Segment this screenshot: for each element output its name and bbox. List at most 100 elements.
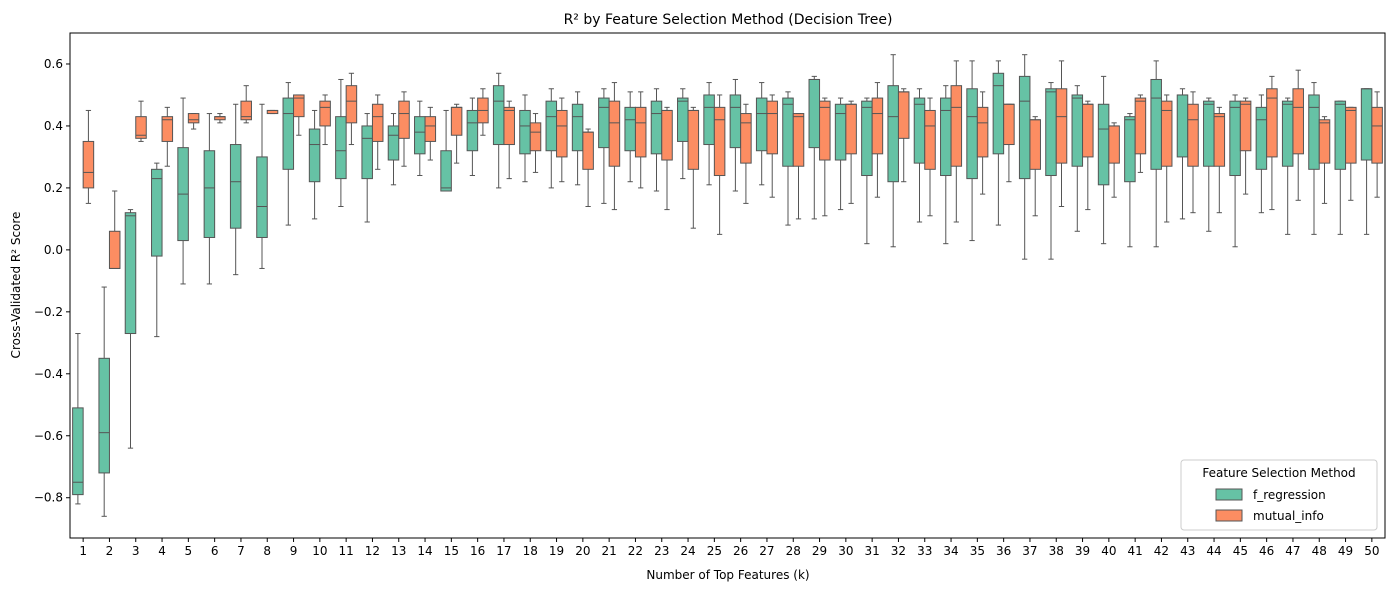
x-tick-label: 9: [290, 544, 298, 558]
box-mutual-info-k49: [1345, 106, 1357, 201]
box-f-regression-k35: [966, 60, 978, 242]
x-tick-label: 40: [1101, 544, 1116, 558]
box-body: [529, 122, 542, 152]
chart-title: R² by Feature Selection Method (Decision…: [564, 12, 893, 28]
box-body: [650, 100, 663, 155]
x-tick-label: 14: [417, 544, 432, 558]
legend-label-f-regression: f_regression: [1253, 488, 1326, 502]
x-tick-label: 42: [1154, 544, 1169, 558]
box-body: [1097, 103, 1110, 186]
y-tick-label: 0.6: [44, 57, 63, 71]
x-tick-label: 5: [185, 544, 193, 558]
box-mutual-info-k1: [82, 109, 95, 204]
box-mutual-info-k15: [450, 103, 463, 164]
box-f-regression-k3: [124, 209, 137, 449]
box-body: [492, 85, 505, 146]
box-body: [450, 106, 463, 136]
y-tick-label: 0.0: [44, 243, 63, 257]
box-mutual-info-k26: [740, 103, 752, 204]
box-body: [661, 109, 673, 161]
x-tick-label: 28: [786, 544, 801, 558]
box-f-regression-k38: [1045, 82, 1057, 260]
box-body: [808, 78, 821, 149]
box-body: [1255, 106, 1268, 170]
box-f-regression-k34: [940, 85, 952, 245]
box-body: [766, 100, 778, 155]
x-axis-label: Number of Top Features (k): [646, 568, 809, 582]
x-tick-label: 6: [211, 544, 219, 558]
box-body: [424, 116, 437, 142]
x-tick-label: 43: [1180, 544, 1195, 558]
box-body: [545, 100, 558, 152]
x-tick-label: 3: [132, 544, 140, 558]
x-tick-label: 32: [891, 544, 906, 558]
x-tick-label: 12: [365, 544, 380, 558]
box-mutual-info-k5: [187, 113, 200, 130]
box-body: [1292, 88, 1304, 155]
box-body: [124, 212, 137, 335]
x-tick-label: 26: [733, 544, 748, 558]
x-tick-label: 4: [158, 544, 166, 558]
box-mutual-info-k8: [266, 109, 279, 115]
box-mutual-info-k14: [424, 106, 437, 161]
box-body: [834, 103, 847, 161]
x-tick-label: 25: [707, 544, 722, 558]
box-mutual-info-k37: [1029, 116, 1041, 217]
box-f-regression-k14: [414, 100, 426, 177]
x-tick-label: 2: [106, 544, 114, 558]
box-mutual-info-k38: [1055, 60, 1068, 207]
box-mutual-info-k7: [240, 85, 252, 124]
box-body: [1108, 125, 1120, 164]
box-body: [861, 100, 873, 177]
box-body: [308, 128, 321, 183]
x-tick-label: 11: [339, 544, 354, 558]
box-mutual-info-k25: [713, 94, 726, 235]
x-tick-label: 37: [1022, 544, 1037, 558]
box-f-regression-k31: [861, 97, 873, 245]
box-body: [108, 230, 121, 269]
box-f-regression-k5: [177, 97, 189, 285]
box-mutual-info-k45: [1239, 97, 1252, 195]
box-body: [440, 150, 452, 192]
box-f-regression-k32: [887, 54, 899, 248]
box-body: [319, 100, 331, 127]
box-f-regression-k21: [598, 88, 610, 204]
x-tick-label: 19: [549, 544, 564, 558]
box-body: [608, 100, 621, 167]
box-body: [1266, 88, 1278, 158]
box-f-regression-k2: [98, 286, 110, 517]
legend-title: Feature Selection Method: [1202, 466, 1355, 480]
box-mutual-info-k19: [556, 97, 568, 183]
x-tick-label: 16: [470, 544, 485, 558]
box-body: [598, 97, 610, 149]
legend-swatch-mutual-info: [1215, 509, 1243, 522]
box-mutual-info-k47: [1292, 69, 1304, 201]
box-f-regression-k47: [1281, 97, 1294, 235]
box-body: [1003, 103, 1015, 146]
box-f-regression-k49: [1334, 100, 1347, 235]
box-mutual-info-k48: [1318, 116, 1331, 204]
box-body: [1176, 94, 1189, 158]
x-tick-label: 34: [943, 544, 958, 558]
box-body: [713, 106, 726, 177]
box-f-regression-k1: [72, 333, 84, 505]
box-f-regression-k46: [1255, 94, 1268, 214]
box-body: [571, 103, 584, 152]
box-mutual-info-k12: [371, 94, 384, 170]
box-mutual-info-k6: [214, 113, 226, 124]
box-mutual-info-k42: [1160, 94, 1173, 223]
box-mutual-info-k4: [161, 106, 174, 167]
box-body: [740, 113, 752, 164]
y-tick-label: 0.2: [44, 181, 63, 195]
box-mutual-info-k30: [845, 100, 857, 204]
box-f-regression-k10: [308, 109, 321, 220]
box-mutual-info-k43: [1187, 91, 1199, 214]
box-body: [335, 116, 347, 180]
box-f-regression-k8: [256, 103, 268, 269]
x-tick-label: 17: [496, 544, 511, 558]
box-body: [282, 97, 295, 170]
box-f-regression-k20: [571, 91, 584, 186]
box-body: [966, 88, 978, 180]
x-tick-label: 33: [917, 544, 932, 558]
box-f-regression-k48: [1308, 82, 1320, 235]
